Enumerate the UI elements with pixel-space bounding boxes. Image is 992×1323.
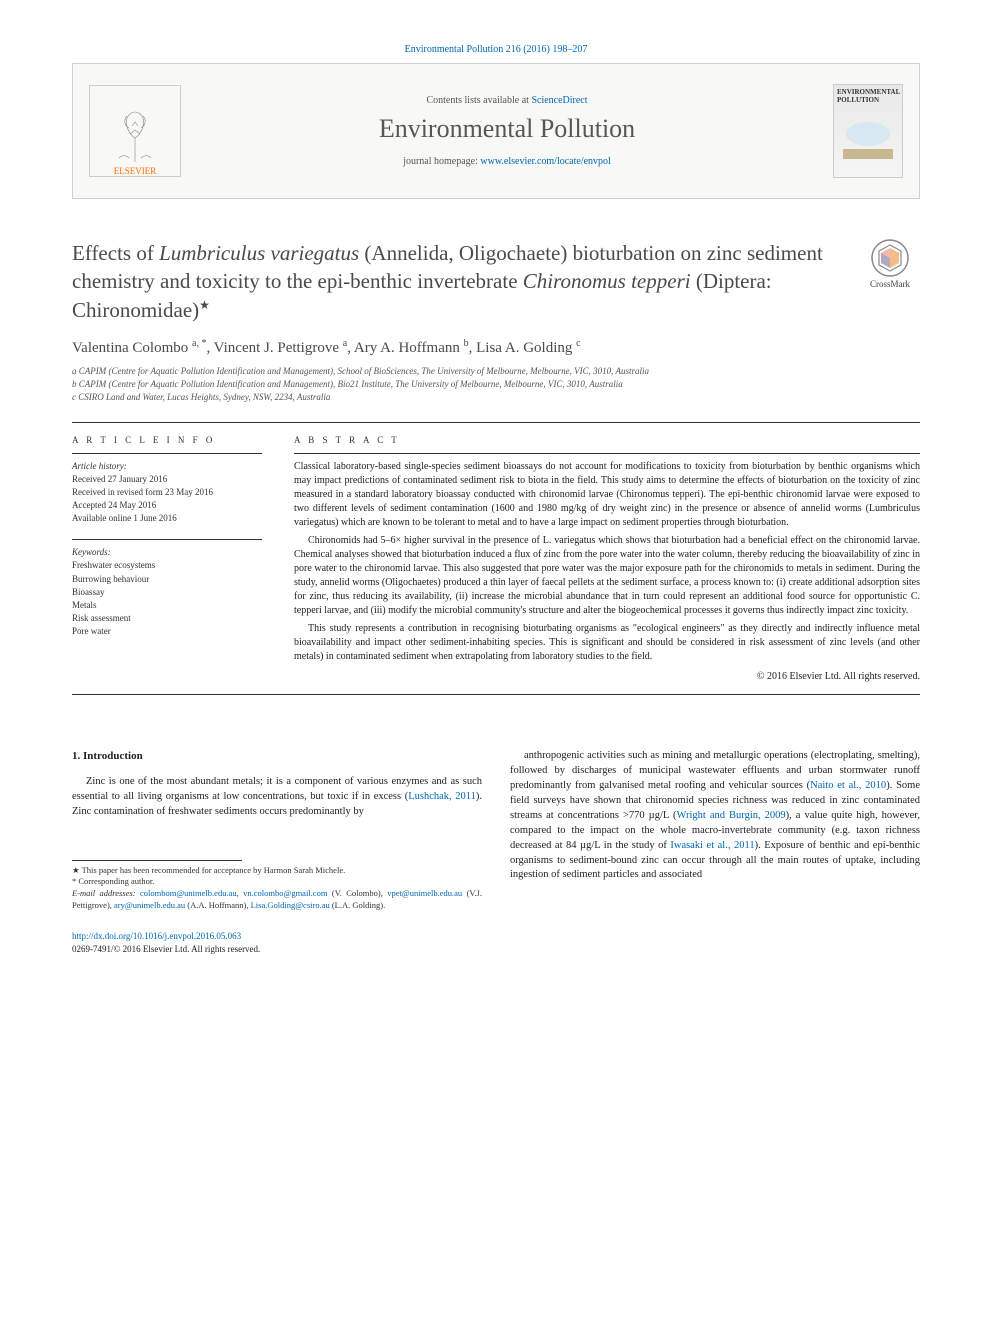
abstract-para: This study represents a contribution in … [294,622,920,664]
authors: Valentina Colombo a, *, Vincent J. Petti… [72,338,920,357]
crossmark-icon [871,239,909,277]
keyword: Freshwater ecosystems [72,559,262,572]
contents-available: Contents lists available at ScienceDirec… [181,95,833,106]
footnote-corresponding: * Corresponding author. [72,876,482,888]
abstract-para: Classical laboratory-based single-specie… [294,460,920,530]
crossmark-label: CrossMark [870,279,910,289]
publisher-logo: ELSEVIER [89,85,181,177]
publisher-name: ELSEVIER [114,166,157,176]
body-para: anthropogenic activities such as mining … [510,749,920,883]
section-heading: 1. Introduction [72,749,482,765]
column-right: anthropogenic activities such as mining … [510,749,920,912]
issn-copyright: 0269-7491/© 2016 Elsevier Ltd. All right… [72,944,260,954]
keyword: Metals [72,599,262,612]
keyword: Burrowing behaviour [72,573,262,586]
journal-name: Environmental Pollution [181,114,833,144]
article-history: Article history: Received 27 January 201… [72,453,262,525]
doi-link[interactable]: http://dx.doi.org/10.1016/j.envpol.2016.… [72,931,241,941]
divider [72,694,920,695]
column-left: 1. Introduction Zinc is one of the most … [72,749,482,912]
abstract-para: Chironomids had 5–6× higher survival in … [294,534,920,618]
article-title: Effects of Lumbriculus variegatus (Annel… [72,239,844,324]
footnotes: ★ This paper has been recommended for ac… [72,865,482,913]
keyword: Bioassay [72,586,262,599]
abstract-heading: A B S T R A C T [294,435,920,445]
affiliation: b CAPIM (Centre for Aquatic Pollution Id… [72,378,920,391]
journal-homepage: journal homepage: www.elsevier.com/locat… [181,156,833,167]
abstract: Classical laboratory-based single-specie… [294,453,920,684]
crossmark-badge[interactable]: CrossMark [860,239,920,289]
copyright: © 2016 Elsevier Ltd. All rights reserved… [294,670,920,684]
article-info-heading: A R T I C L E I N F O [72,435,262,445]
doi-block: http://dx.doi.org/10.1016/j.envpol.2016.… [72,930,920,955]
affiliations: a CAPIM (Centre for Aquatic Pollution Id… [72,365,920,404]
homepage-link[interactable]: www.elsevier.com/locate/envpol [480,156,610,167]
keyword: Risk assessment [72,612,262,625]
cover-art-icon [838,114,898,164]
divider [72,422,920,423]
footnote-star: ★ This paper has been recommended for ac… [72,865,482,877]
body-columns: 1. Introduction Zinc is one of the most … [72,749,920,912]
keywords: Keywords: Freshwater ecosystems Burrowin… [72,539,262,637]
keyword: Pore water [72,625,262,638]
masthead: ELSEVIER Contents lists available at Sci… [72,63,920,199]
body-para: Zinc is one of the most abundant metals;… [72,775,482,820]
sciencedirect-link[interactable]: ScienceDirect [531,95,587,106]
affiliation: a CAPIM (Centre for Aquatic Pollution Id… [72,365,920,378]
top-citation: Environmental Pollution 216 (2016) 198–2… [72,44,920,55]
journal-cover-thumb: ENVIRONMENTAL POLLUTION [833,84,903,178]
elsevier-tree-icon [105,104,165,164]
affiliation: c CSIRO Land and Water, Lucas Heights, S… [72,391,920,404]
footnote-emails: E-mail addresses: colombom@unimelb.edu.a… [72,888,482,912]
